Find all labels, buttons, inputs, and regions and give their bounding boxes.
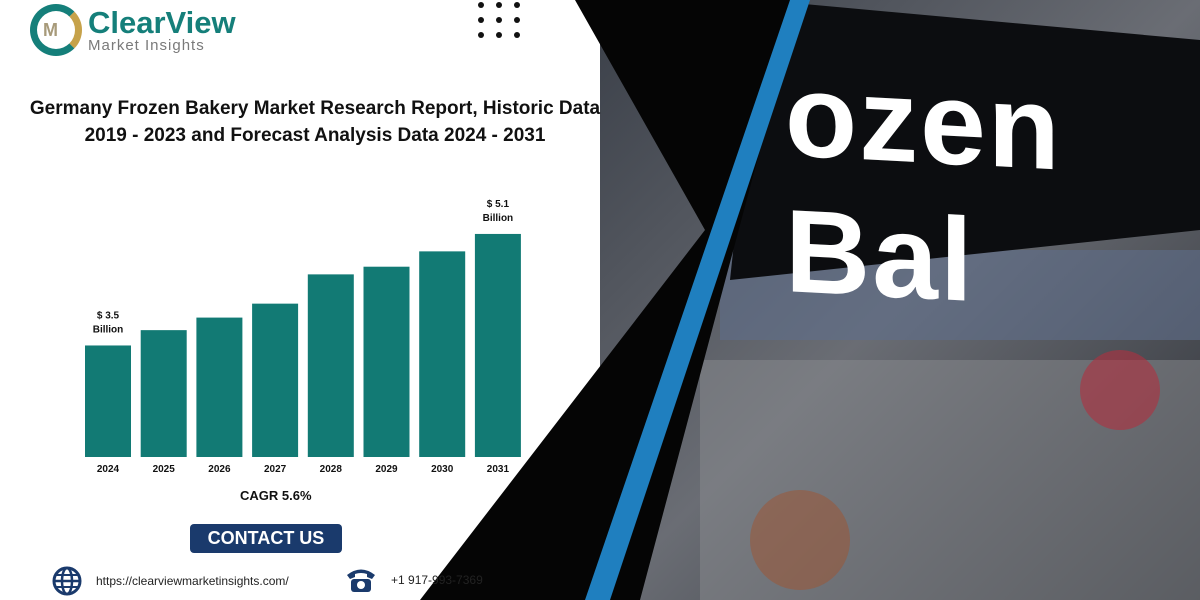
x-tick-label: 2029 [375,464,398,475]
website-url[interactable]: https://clearviewmarketinsights.com/ [96,574,289,588]
bar-2029 [363,266,410,457]
x-tick-label: 2027 [264,464,287,475]
globe-icon [52,566,82,596]
brand-name: ClearView [88,5,236,40]
contact-us-button[interactable]: CONTACT US [190,524,342,553]
brand-logo: M ClearView Market Insights [30,4,236,56]
page-title: Germany Frozen Bakery Market Research Re… [29,98,601,146]
bar-2026 [196,317,243,457]
bar-chart: 2024 $ 3.5 Billion 2025 2026 2027 2028 2029 2030… [85,199,521,475]
bar-2031 [474,233,521,457]
data-label: Billion [93,324,124,335]
x-tick-label: 2028 [320,464,343,475]
logo-icon: M [30,4,82,56]
bar-2030 [419,251,466,457]
data-label: $ 3.5 [97,310,120,321]
bar-2024 [85,345,131,457]
cagr-label: CAGR 5.6% [240,488,312,503]
dots-decoration-icon [478,2,522,38]
x-tick-label: 2025 [153,464,176,475]
data-label: Billion [483,213,514,224]
photo-sign-text: ozen Bal [785,49,1062,328]
brand-tagline: Market Insights [88,37,205,54]
x-tick-label: 2024 [97,464,120,475]
website-link[interactable]: https://clearviewmarketinsights.com/ [52,566,289,596]
x-tick-label: 2030 [431,464,454,475]
bar-2028 [307,274,354,457]
bar-2027 [252,303,299,457]
data-label: $ 5.1 [487,199,510,210]
phone-icon [347,569,375,592]
phone-contact[interactable]: +1 917-993-7369 [345,566,483,594]
x-tick-label: 2031 [487,464,510,475]
x-tick-label: 2026 [208,464,231,475]
bar-2025 [140,330,187,457]
phone-number[interactable]: +1 917-993-7369 [391,573,483,587]
